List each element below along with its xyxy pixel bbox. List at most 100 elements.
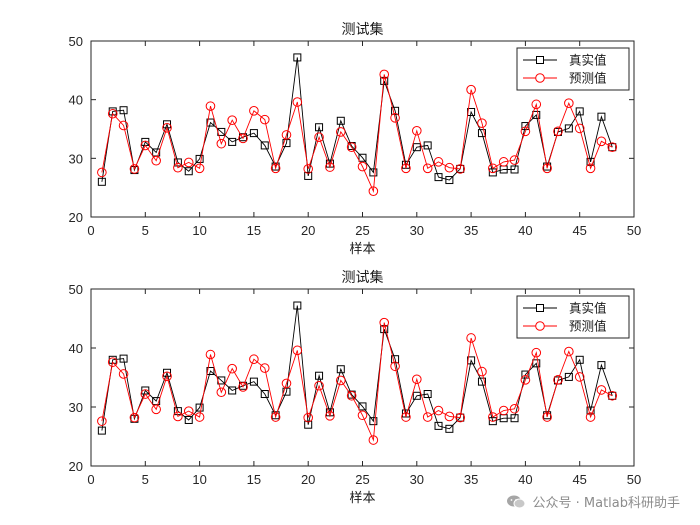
data-point-square [445, 424, 454, 433]
data-point-circle [564, 98, 574, 108]
data-point-square [445, 176, 454, 185]
data-point-circle [509, 403, 520, 414]
data-point-circle [422, 163, 433, 174]
data-point-square [358, 153, 367, 162]
x-tick-label: 5 [142, 472, 149, 487]
watermark: 公众号 · Matlab科研助手 [506, 492, 680, 511]
data-point-square [543, 411, 552, 420]
data-point-circle [173, 162, 183, 173]
data-point-circle [585, 412, 596, 422]
chart-title: 测试集 [342, 21, 384, 38]
data-point-circle [151, 404, 161, 415]
data-point-circle [574, 123, 585, 134]
data-point-circle [162, 123, 172, 133]
data-point-square [206, 118, 215, 127]
data-point-square [434, 173, 443, 182]
data-point-square [391, 106, 400, 115]
x-tick-label: 35 [464, 223, 478, 238]
watermark-text: 公众号 · Matlab科研助手 [532, 496, 680, 511]
data-point-circle [422, 412, 433, 422]
data-point-square [521, 122, 530, 131]
data-point-circle [238, 133, 248, 144]
x-tick-label: 10 [192, 472, 206, 487]
y-tick-label: 30 [69, 400, 83, 415]
x-tick-label: 25 [355, 472, 369, 487]
data-point-square [336, 116, 345, 125]
data-point-square [391, 355, 400, 364]
data-point-circle [477, 366, 487, 377]
data-point-square [412, 391, 421, 400]
data-point-circle [249, 106, 259, 116]
x-tick-label: 0 [87, 472, 94, 487]
data-point-square [608, 391, 617, 400]
x-tick-label: 30 [410, 223, 424, 238]
legend-box [516, 47, 630, 91]
x-tick-label: 35 [464, 472, 478, 487]
data-point-circle [412, 125, 422, 136]
data-point-circle [259, 363, 270, 373]
legend-circle-marker [535, 321, 545, 331]
data-point-circle [314, 380, 324, 391]
data-point-square [586, 157, 595, 166]
data-point-circle [270, 163, 281, 174]
data-point-square [597, 112, 606, 121]
data-point-circle [542, 163, 552, 174]
data-point-circle [140, 389, 151, 399]
data-point-square [532, 359, 541, 368]
data-point-circle [314, 132, 324, 143]
data-point-circle [607, 142, 618, 152]
data-point-circle [335, 127, 346, 137]
data-point-circle [357, 410, 368, 421]
x-tick-label: 25 [355, 223, 369, 238]
data-point-circle [216, 138, 227, 149]
data-point-circle [205, 349, 216, 360]
x-tick-label: 45 [572, 223, 586, 238]
data-point-circle [542, 412, 552, 422]
data-point-circle [357, 161, 368, 172]
data-point-circle [183, 157, 194, 168]
x-tick-label: 15 [247, 472, 261, 487]
data-point-square [119, 106, 128, 115]
data-point-circle [574, 372, 585, 382]
data-point-circle [140, 140, 151, 151]
data-point-circle [129, 164, 140, 174]
y-tick-label: 20 [69, 459, 83, 474]
data-point-circle [488, 412, 498, 422]
data-point-circle [607, 390, 618, 401]
data-point-square [293, 301, 302, 310]
data-point-square [336, 365, 345, 374]
x-tick-label: 10 [192, 223, 206, 238]
data-point-square [543, 162, 552, 171]
data-point-circle [466, 333, 476, 343]
wechat-icon [507, 495, 526, 508]
data-point-circle [303, 164, 314, 174]
y-tick-label: 30 [69, 151, 83, 166]
data-point-square [423, 390, 432, 399]
data-point-circle [520, 126, 531, 137]
data-point-circle [292, 345, 303, 356]
data-point-circle [509, 155, 520, 165]
x-axis-label: 样本 [349, 491, 375, 506]
data-point-circle [379, 317, 390, 328]
data-point-square [510, 414, 519, 423]
data-point-square [488, 417, 497, 426]
data-point-circle [498, 405, 509, 416]
data-point-square [434, 421, 443, 430]
data-point-square [488, 168, 497, 177]
data-point-square [119, 354, 128, 363]
data-point-circle [401, 163, 411, 174]
data-point-circle [292, 97, 303, 107]
y-tick-label: 40 [69, 341, 83, 356]
data-point-square [369, 417, 378, 426]
data-point-square [228, 386, 237, 395]
x-tick-label: 45 [572, 472, 586, 487]
data-point-circle [390, 361, 400, 372]
legend-label: 预测值 [569, 71, 607, 86]
data-point-square [575, 355, 584, 364]
data-point-square [412, 143, 421, 152]
data-point-square [315, 123, 324, 132]
data-point-square [97, 177, 106, 186]
x-tick-label: 30 [410, 472, 424, 487]
data-point-square [260, 141, 269, 150]
